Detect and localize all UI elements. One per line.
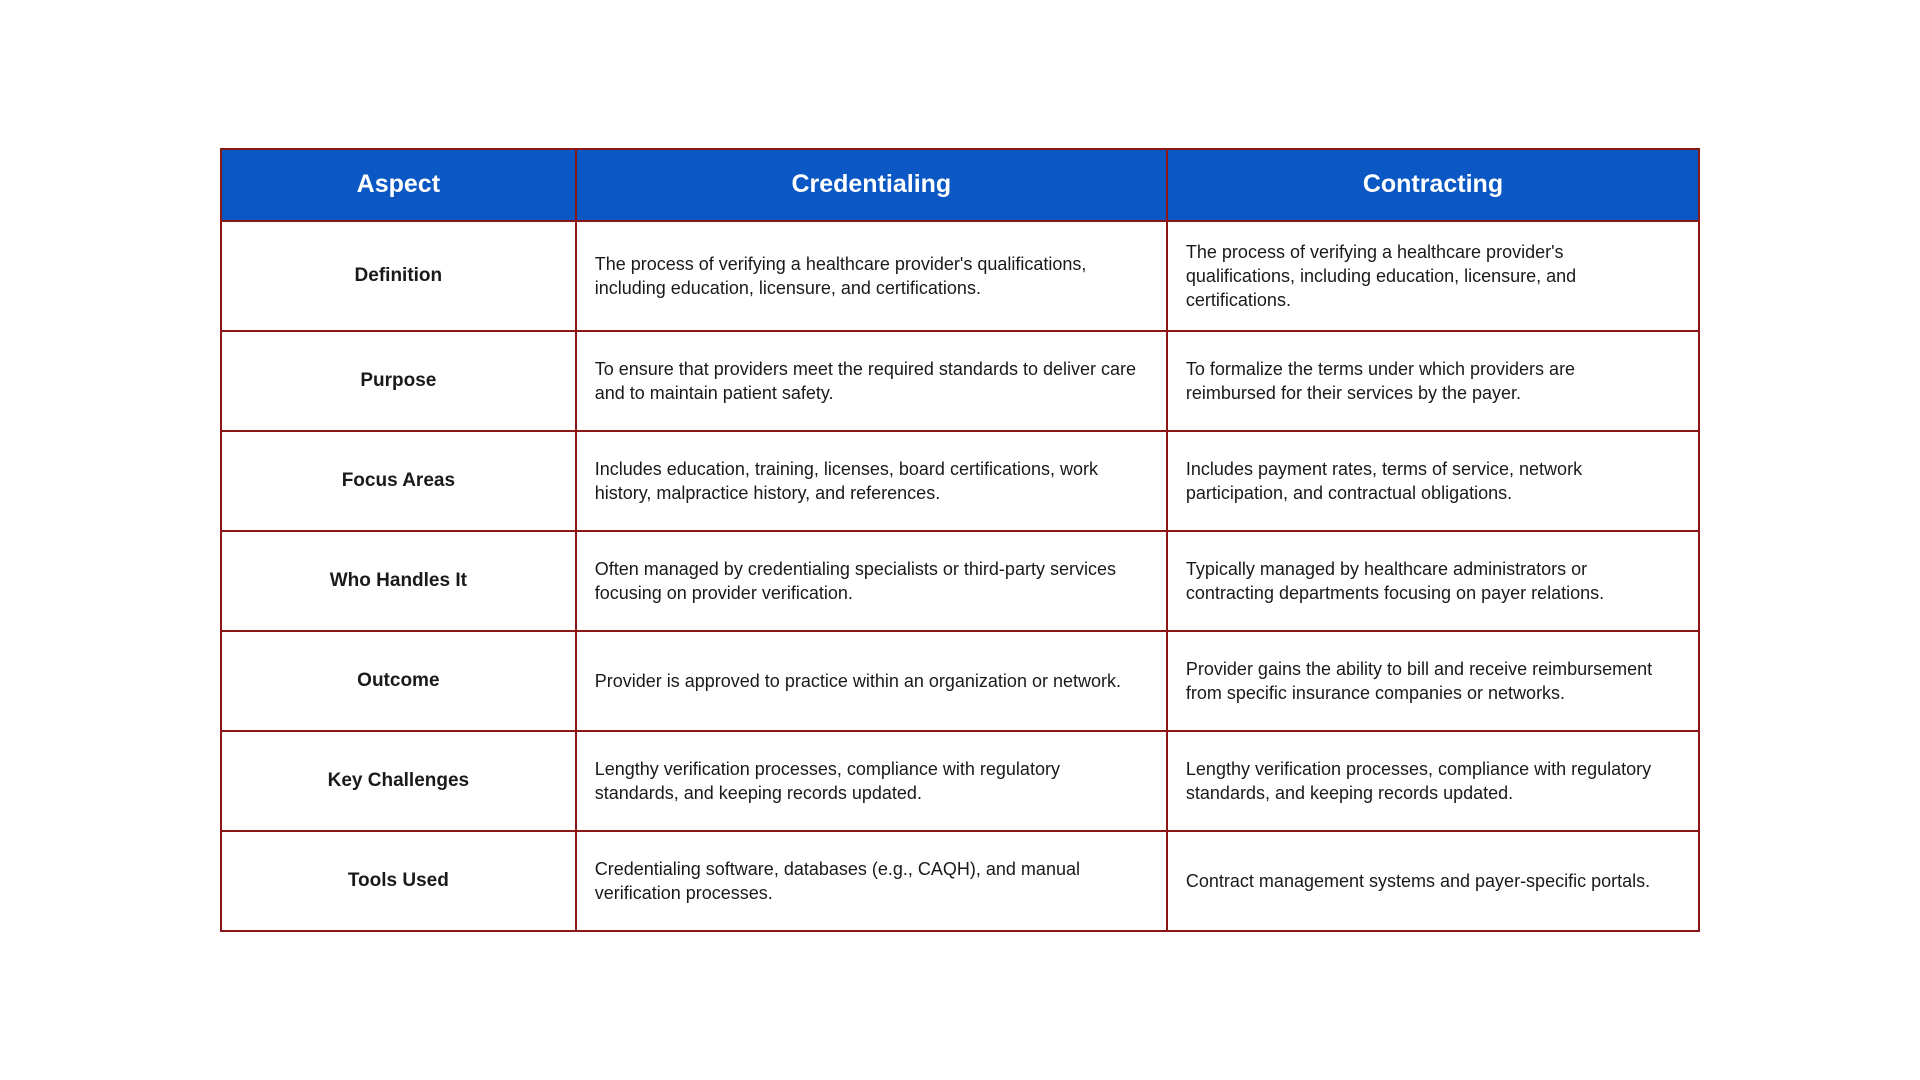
aspect-label: Who Handles It — [221, 531, 576, 631]
credentialing-cell: The process of verifying a healthcare pr… — [576, 221, 1167, 332]
credentialing-cell: Provider is approved to practice within … — [576, 631, 1167, 731]
table-row: Definition The process of verifying a he… — [221, 221, 1699, 332]
contracting-cell: Contract management systems and payer-sp… — [1167, 831, 1699, 931]
contracting-cell: The process of verifying a healthcare pr… — [1167, 221, 1699, 332]
page-wrap: Aspect Credentialing Contracting Definit… — [0, 0, 1920, 1080]
table-row: Key Challenges Lengthy verification proc… — [221, 731, 1699, 831]
table-header-row: Aspect Credentialing Contracting — [221, 149, 1699, 221]
credentialing-cell: Lengthy verification processes, complian… — [576, 731, 1167, 831]
aspect-label: Definition — [221, 221, 576, 332]
table-row: Purpose To ensure that providers meet th… — [221, 331, 1699, 431]
contracting-cell: Lengthy verification processes, complian… — [1167, 731, 1699, 831]
credentialing-cell: To ensure that providers meet the requir… — [576, 331, 1167, 431]
col-header-credentialing: Credentialing — [576, 149, 1167, 221]
table-row: Who Handles It Often managed by credenti… — [221, 531, 1699, 631]
aspect-label: Key Challenges — [221, 731, 576, 831]
aspect-label: Focus Areas — [221, 431, 576, 531]
credentialing-cell: Often managed by credentialing specialis… — [576, 531, 1167, 631]
aspect-label: Tools Used — [221, 831, 576, 931]
contracting-cell: To formalize the terms under which provi… — [1167, 331, 1699, 431]
contracting-cell: Typically managed by healthcare administ… — [1167, 531, 1699, 631]
contracting-cell: Includes payment rates, terms of service… — [1167, 431, 1699, 531]
table-row: Focus Areas Includes education, training… — [221, 431, 1699, 531]
contracting-cell: Provider gains the ability to bill and r… — [1167, 631, 1699, 731]
table-row: Outcome Provider is approved to practice… — [221, 631, 1699, 731]
credentialing-cell: Includes education, training, licenses, … — [576, 431, 1167, 531]
aspect-label: Outcome — [221, 631, 576, 731]
aspect-label: Purpose — [221, 331, 576, 431]
credentialing-cell: Credentialing software, databases (e.g.,… — [576, 831, 1167, 931]
col-header-contracting: Contracting — [1167, 149, 1699, 221]
col-header-aspect: Aspect — [221, 149, 576, 221]
comparison-table: Aspect Credentialing Contracting Definit… — [220, 148, 1700, 933]
table-row: Tools Used Credentialing software, datab… — [221, 831, 1699, 931]
